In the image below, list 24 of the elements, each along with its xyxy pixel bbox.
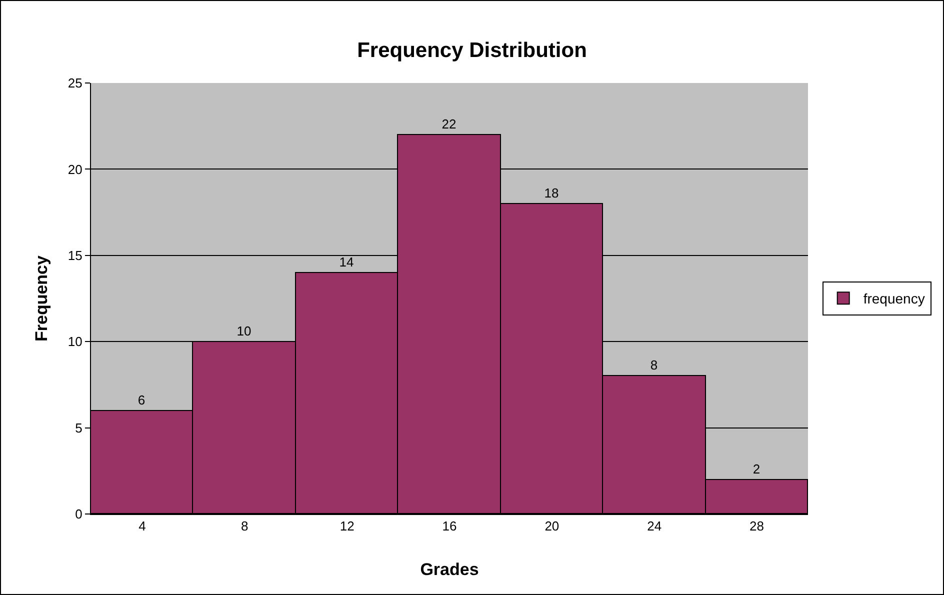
data-label: 14 xyxy=(339,254,354,270)
y-axis-title: Frequency xyxy=(32,254,51,342)
y-tick-label: 25 xyxy=(68,76,82,91)
y-tick-label: 0 xyxy=(75,506,82,522)
x-tick-label: 4 xyxy=(138,518,146,534)
x-tick-label: 12 xyxy=(340,518,354,534)
x-axis-title: Grades xyxy=(420,560,479,579)
data-label: 22 xyxy=(442,116,456,132)
chart-title: Frequency Distribution xyxy=(357,39,587,62)
data-label: 18 xyxy=(544,186,559,200)
x-tick-label: 20 xyxy=(544,518,560,534)
x-tick-label: 24 xyxy=(647,518,662,534)
y-tick-label: 15 xyxy=(68,248,82,263)
data-label: 8 xyxy=(650,358,658,372)
x-tick-label: 28 xyxy=(750,518,764,534)
y-tick-label: 10 xyxy=(68,334,82,350)
y-tick-label: 5 xyxy=(75,420,82,436)
x-tick-label: 8 xyxy=(241,518,248,534)
x-tick-label: 16 xyxy=(442,518,457,534)
y-tick-label: 20 xyxy=(68,162,82,177)
data-label: 6 xyxy=(138,392,146,408)
data-label: 2 xyxy=(752,462,760,476)
legend-label: frequency xyxy=(863,290,925,307)
data-label: 10 xyxy=(236,324,252,338)
